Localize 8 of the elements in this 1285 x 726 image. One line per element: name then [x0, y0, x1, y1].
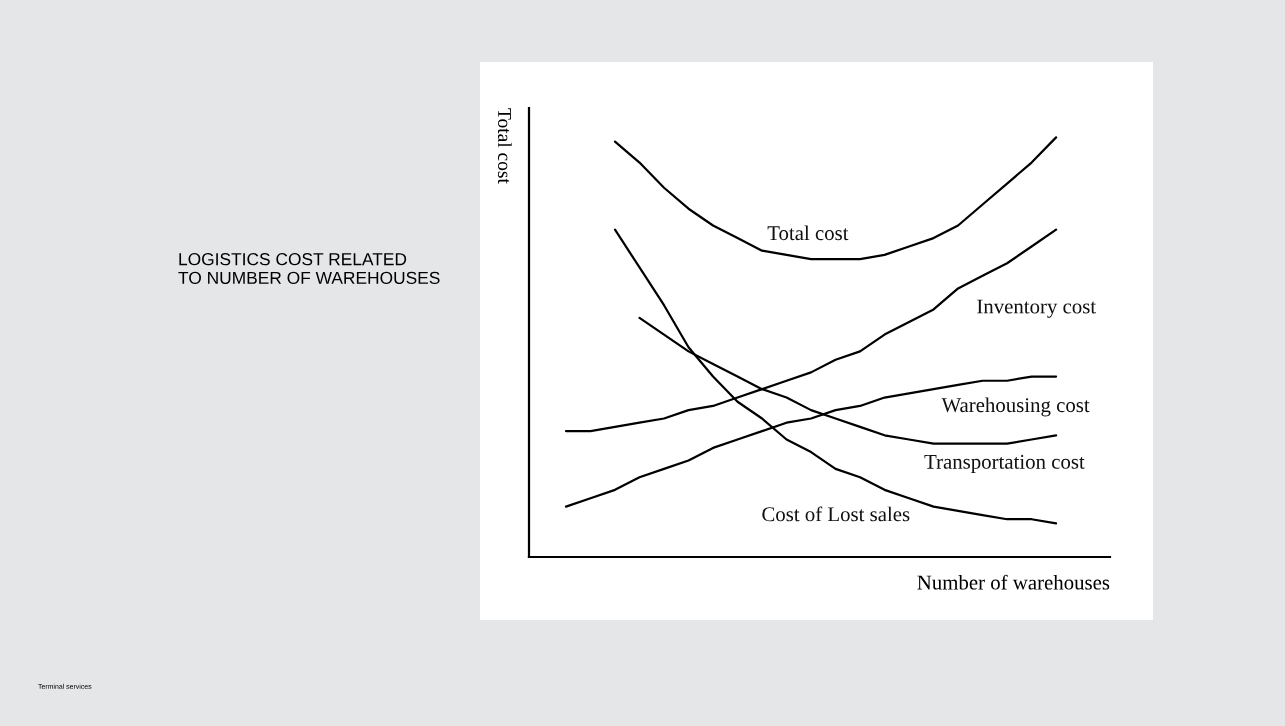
- series-label: Warehousing cost: [941, 397, 1090, 417]
- y-axis-title: Total cost: [497, 108, 512, 184]
- text: LOGISTICS COST RELATED TO NUMBER OF WAREHOUSES: [178, 253, 440, 285]
- x-axis-title: Number of warehouses: [917, 574, 1110, 590]
- series-label: Transportation cost: [924, 454, 1085, 474]
- series-label: Inventory cost: [977, 299, 1097, 318]
- series-label: Total cost: [767, 225, 849, 241]
- series-label: Cost of Lost sales: [762, 506, 910, 522]
